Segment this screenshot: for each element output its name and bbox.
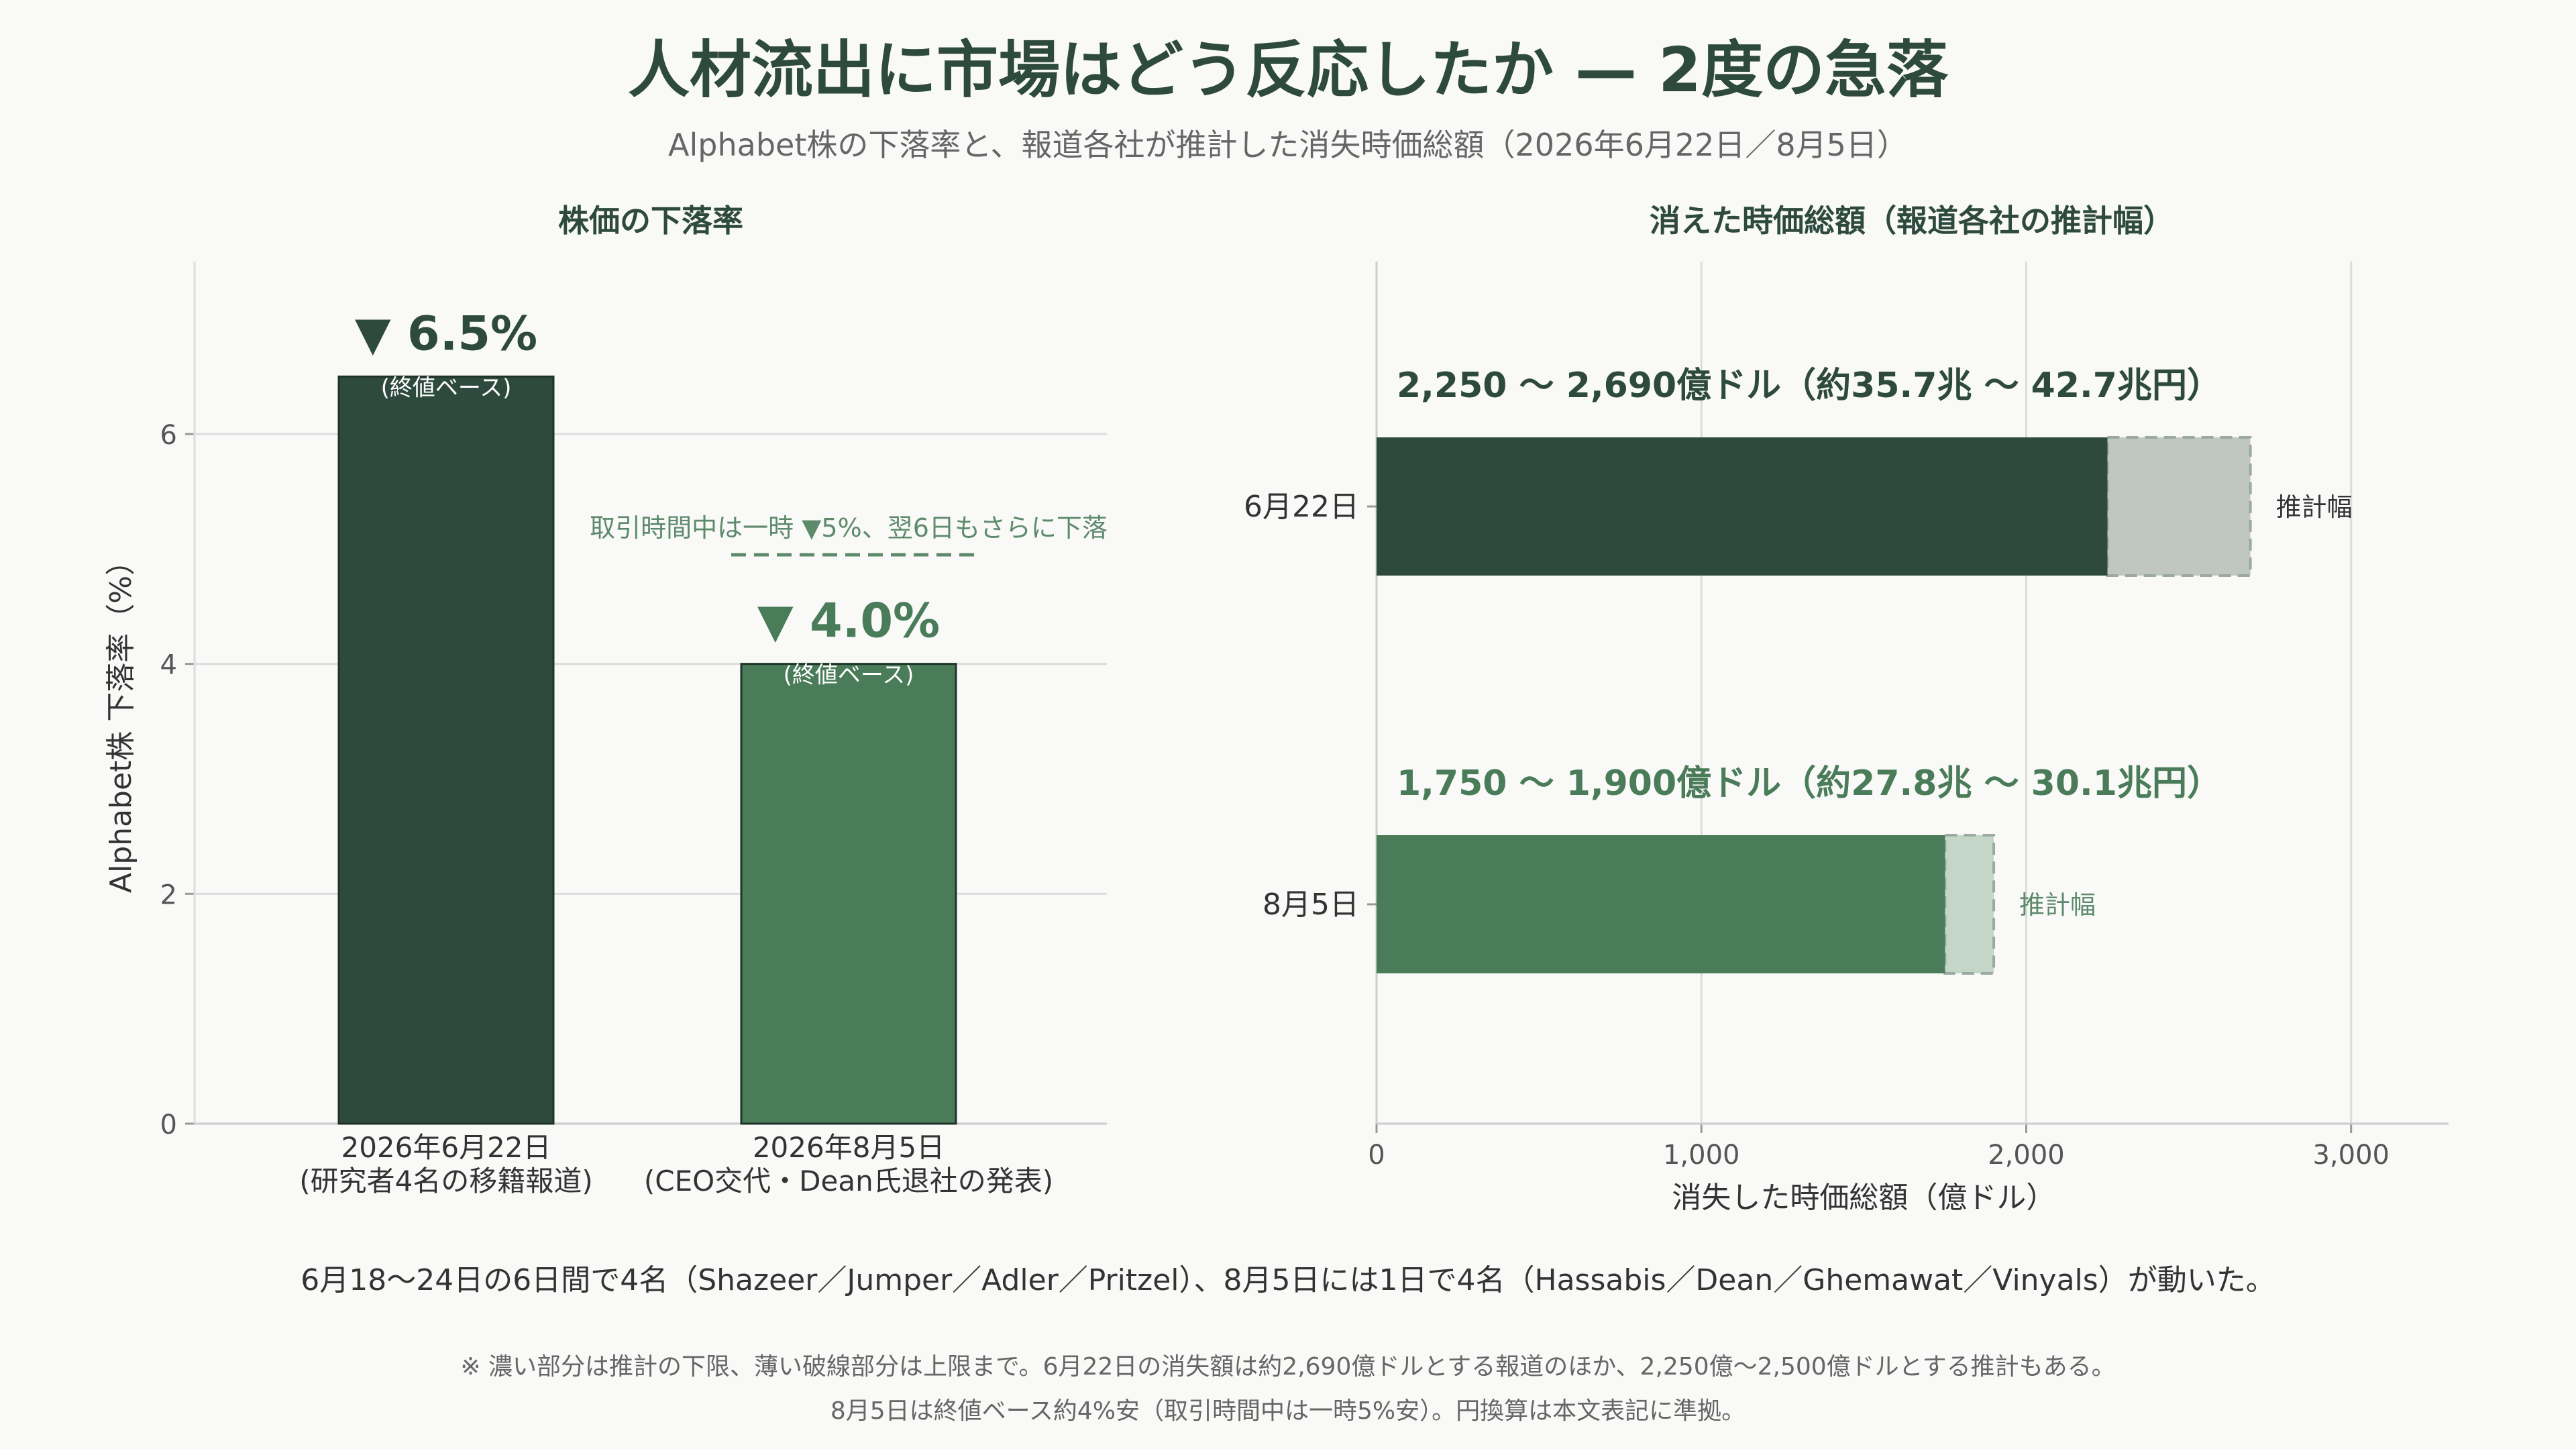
bar-value-label: ▼ 6.5% [355, 306, 537, 361]
right-panel-title: 消えた時価総額（報道各社の推計幅） [1650, 203, 2174, 239]
y-tick-label: 6月22日 [1244, 490, 1359, 524]
bar-value-sublabel: (終値ベース) [784, 662, 914, 689]
y-tick-label: 4 [160, 650, 177, 681]
footnote-2: 8月5日は終値ベース約4%安（取引時間中は一時5%安）。円換算は本文表記に準拠。 [830, 1397, 1746, 1425]
x-tick-label: 2026年6月22日 [341, 1131, 551, 1164]
page-title: 人材流出に市場はどう反応したか — 2度の急落 [627, 34, 1949, 106]
x-tick-label: 2026年8月5日 [753, 1131, 945, 1164]
range-value-label: 1,750 〜 1,900億ドル（約27.8兆 〜 30.1兆円） [1397, 763, 2222, 804]
low-bar [1377, 437, 2108, 576]
x-tick-label: 1,000 [1663, 1140, 1740, 1171]
bar [337, 375, 555, 1125]
x-tick-label: 3,000 [2312, 1140, 2390, 1171]
y-tick-label: 8月5日 [1263, 888, 1359, 922]
x-tick-label: (CEO交代・Dean氏退社の発表) [644, 1165, 1053, 1197]
annotation-text: 取引時間中は一時 ▼5%、翌6日もさらに下落 [590, 513, 1108, 543]
x-tick-label: (研究者4名の移籍報道) [299, 1165, 593, 1197]
range-tag: 推計幅 [2276, 492, 2353, 522]
y-axis-label: Alphabet株 下落率（%） [104, 546, 138, 893]
bar [740, 663, 957, 1125]
y-tick-label: 2 [160, 879, 177, 910]
range-value-label: 2,250 〜 2,690億ドル（約35.7兆 〜 42.7兆円） [1397, 366, 2222, 406]
x-tick-label: 2,000 [1988, 1140, 2065, 1171]
bar-value-sublabel: (終値ベース) [381, 374, 512, 401]
x-axis-label: 消失した時価総額（億ドル） [1672, 1181, 2055, 1215]
range-bar [2106, 436, 2252, 577]
range-tag: 推計幅 [2019, 890, 2096, 920]
x-tick-label: 0 [1368, 1140, 1385, 1171]
bar-value-label: ▼ 4.0% [757, 594, 940, 649]
low-bar [1377, 835, 1945, 973]
y-tick-label: 6 [160, 420, 177, 451]
y-tick-label: 0 [160, 1110, 177, 1140]
footnote-1: ※ 濃い部分は推計の下限、薄い破線部分は上限まで。6月22日の消失額は約2,69… [460, 1353, 2116, 1381]
range-bar [1943, 834, 1996, 975]
page-subtitle: Alphabet株の下落率と、報道各社が推計した消失時価総額（2026年6月22… [668, 127, 1908, 163]
left-panel-title: 株価の下落率 [558, 203, 743, 239]
summary-text: 6月18〜24日の6日間で4名（Shazeer／Jumper／Adler／Pri… [301, 1263, 2275, 1297]
